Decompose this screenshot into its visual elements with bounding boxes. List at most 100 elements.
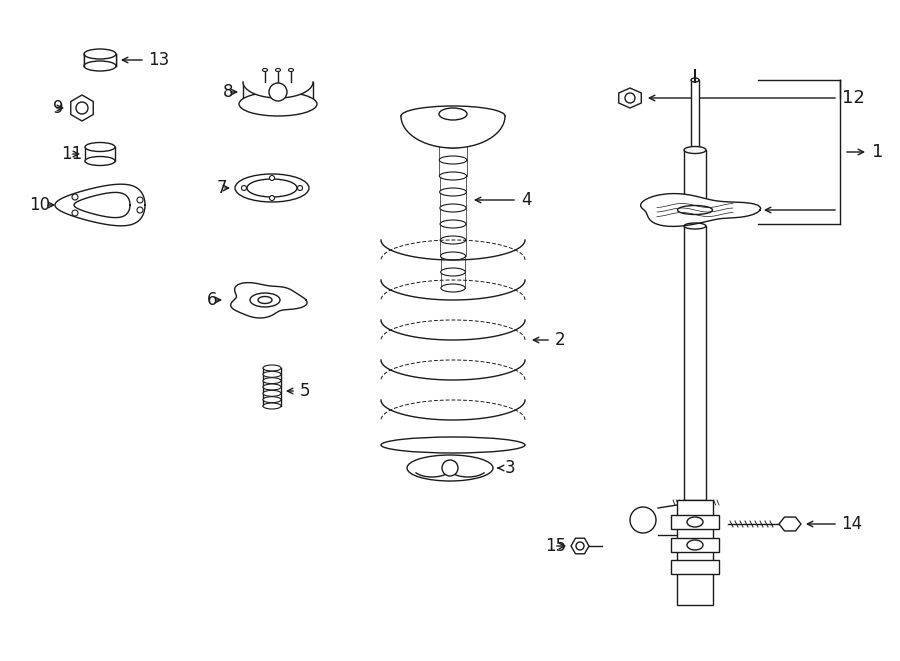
Polygon shape [779,517,801,531]
Bar [671,538,719,552]
Bar [439,144,467,160]
Bar [439,128,467,144]
Bar [439,176,466,192]
Ellipse shape [407,455,493,481]
Ellipse shape [263,365,281,371]
Circle shape [241,186,247,190]
Circle shape [72,210,78,216]
Text: 14: 14 [841,515,862,533]
Circle shape [625,93,635,103]
Polygon shape [230,283,307,318]
Ellipse shape [439,188,466,196]
Ellipse shape [691,148,699,152]
Ellipse shape [263,377,281,383]
Bar [440,240,465,256]
Text: 3: 3 [505,459,516,477]
Text: 9: 9 [53,99,64,117]
Bar [691,80,699,150]
Polygon shape [71,95,94,121]
Ellipse shape [85,157,115,165]
Bar [440,192,466,208]
Bar [671,515,719,529]
Polygon shape [243,82,313,98]
Circle shape [137,207,143,213]
Text: 4: 4 [521,191,532,209]
Ellipse shape [684,223,706,229]
Ellipse shape [439,140,467,148]
Circle shape [269,83,287,101]
Ellipse shape [289,69,293,71]
Ellipse shape [84,49,116,59]
Circle shape [630,507,656,533]
Text: 1: 1 [872,143,884,161]
Ellipse shape [440,220,466,228]
Polygon shape [618,88,642,108]
Bar [441,272,465,288]
Polygon shape [401,116,505,148]
Bar [263,368,281,406]
Bar [441,256,465,272]
Text: 12: 12 [842,89,865,107]
Ellipse shape [440,236,465,244]
Ellipse shape [439,108,467,120]
Ellipse shape [85,143,115,151]
Bar [440,224,465,240]
Circle shape [269,176,274,180]
Text: 2: 2 [555,331,565,349]
Text: 8: 8 [222,83,233,101]
Polygon shape [74,192,130,217]
Ellipse shape [440,204,466,212]
Ellipse shape [684,196,706,204]
Ellipse shape [239,92,317,116]
Circle shape [269,196,274,200]
Ellipse shape [439,156,467,164]
Text: 5: 5 [300,382,310,400]
Ellipse shape [250,293,280,307]
Text: 7: 7 [217,179,227,197]
Text: 10: 10 [29,196,50,214]
Ellipse shape [275,69,281,71]
Bar [671,560,719,574]
Bar [84,54,116,66]
Ellipse shape [691,78,699,82]
Text: 6: 6 [206,291,217,309]
Circle shape [76,102,88,114]
Ellipse shape [441,268,465,276]
Ellipse shape [247,179,297,197]
Bar [677,500,713,605]
Bar [85,147,115,161]
Polygon shape [571,538,589,554]
Ellipse shape [235,174,309,202]
Ellipse shape [439,172,466,180]
Bar [243,82,313,104]
Circle shape [442,460,458,476]
Ellipse shape [440,252,465,260]
Ellipse shape [678,206,713,215]
Ellipse shape [401,106,505,126]
Bar [440,208,466,224]
Circle shape [576,542,584,550]
Ellipse shape [687,517,703,527]
Ellipse shape [441,284,465,292]
Circle shape [298,186,302,190]
Bar [439,160,466,176]
Ellipse shape [263,69,267,71]
Ellipse shape [687,540,703,550]
Circle shape [137,197,143,203]
Ellipse shape [263,403,281,409]
Polygon shape [55,184,145,226]
Ellipse shape [263,397,281,403]
Text: 15: 15 [544,537,566,555]
Ellipse shape [263,371,281,377]
Ellipse shape [263,391,281,397]
Ellipse shape [84,61,116,71]
Bar [684,226,706,500]
Ellipse shape [381,437,525,453]
Ellipse shape [684,147,706,153]
Ellipse shape [258,297,272,303]
Bar [684,150,706,200]
Ellipse shape [263,384,281,390]
Text: 13: 13 [148,51,169,69]
Polygon shape [641,194,760,227]
Text: 11: 11 [61,145,82,163]
